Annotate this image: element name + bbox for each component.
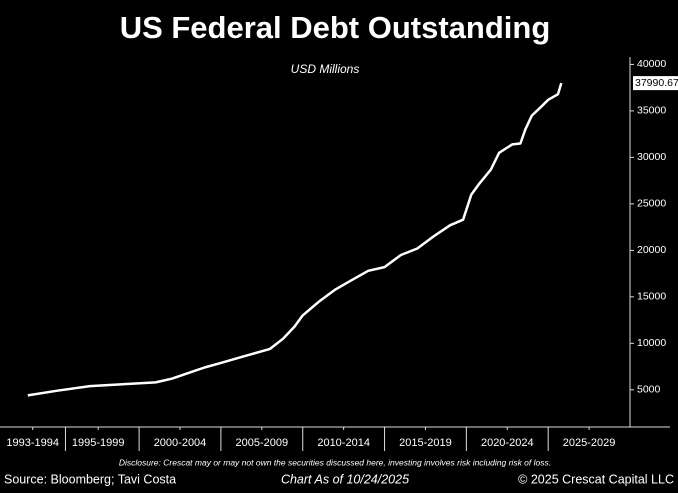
y-tick-label: 30000	[637, 151, 666, 163]
last-value-box	[633, 76, 678, 91]
x-tick-label: 2025-2029	[563, 437, 616, 449]
y-tick-label: 20000	[637, 244, 666, 256]
y-tick-label: 25000	[637, 198, 666, 210]
last-value-label: 37990.67	[635, 77, 678, 89]
chart-title: US Federal Debt Outstanding	[120, 10, 551, 45]
copyright: © 2025 Crescat Capital LLC	[518, 472, 674, 486]
chart-date: Chart As of 10/24/2025	[281, 472, 409, 486]
y-tick-label: 40000	[637, 58, 666, 70]
y-tick-label: 5000	[637, 384, 661, 396]
x-tick-label: 2020-2024	[481, 437, 534, 449]
y-tick-label: 15000	[637, 291, 666, 303]
chart-subtitle: USD Millions	[291, 62, 360, 76]
x-tick-label: 1993-1994	[6, 437, 59, 449]
x-tick-label: 2010-2014	[317, 437, 370, 449]
y-tick-label: 10000	[637, 337, 666, 349]
disclosure: Disclosure: Crescat may or may not own t…	[119, 457, 551, 467]
source: Source: Bloomberg; Tavi Costa	[4, 472, 176, 486]
x-tick-label: 2005-2009	[236, 437, 289, 449]
x-tick-label: 2015-2019	[399, 437, 452, 449]
data-line	[27, 82, 563, 397]
x-tick-label: 2000-2004	[154, 437, 207, 449]
x-tick-label: 1995-1999	[72, 437, 125, 449]
y-tick-label: 35000	[637, 105, 666, 117]
